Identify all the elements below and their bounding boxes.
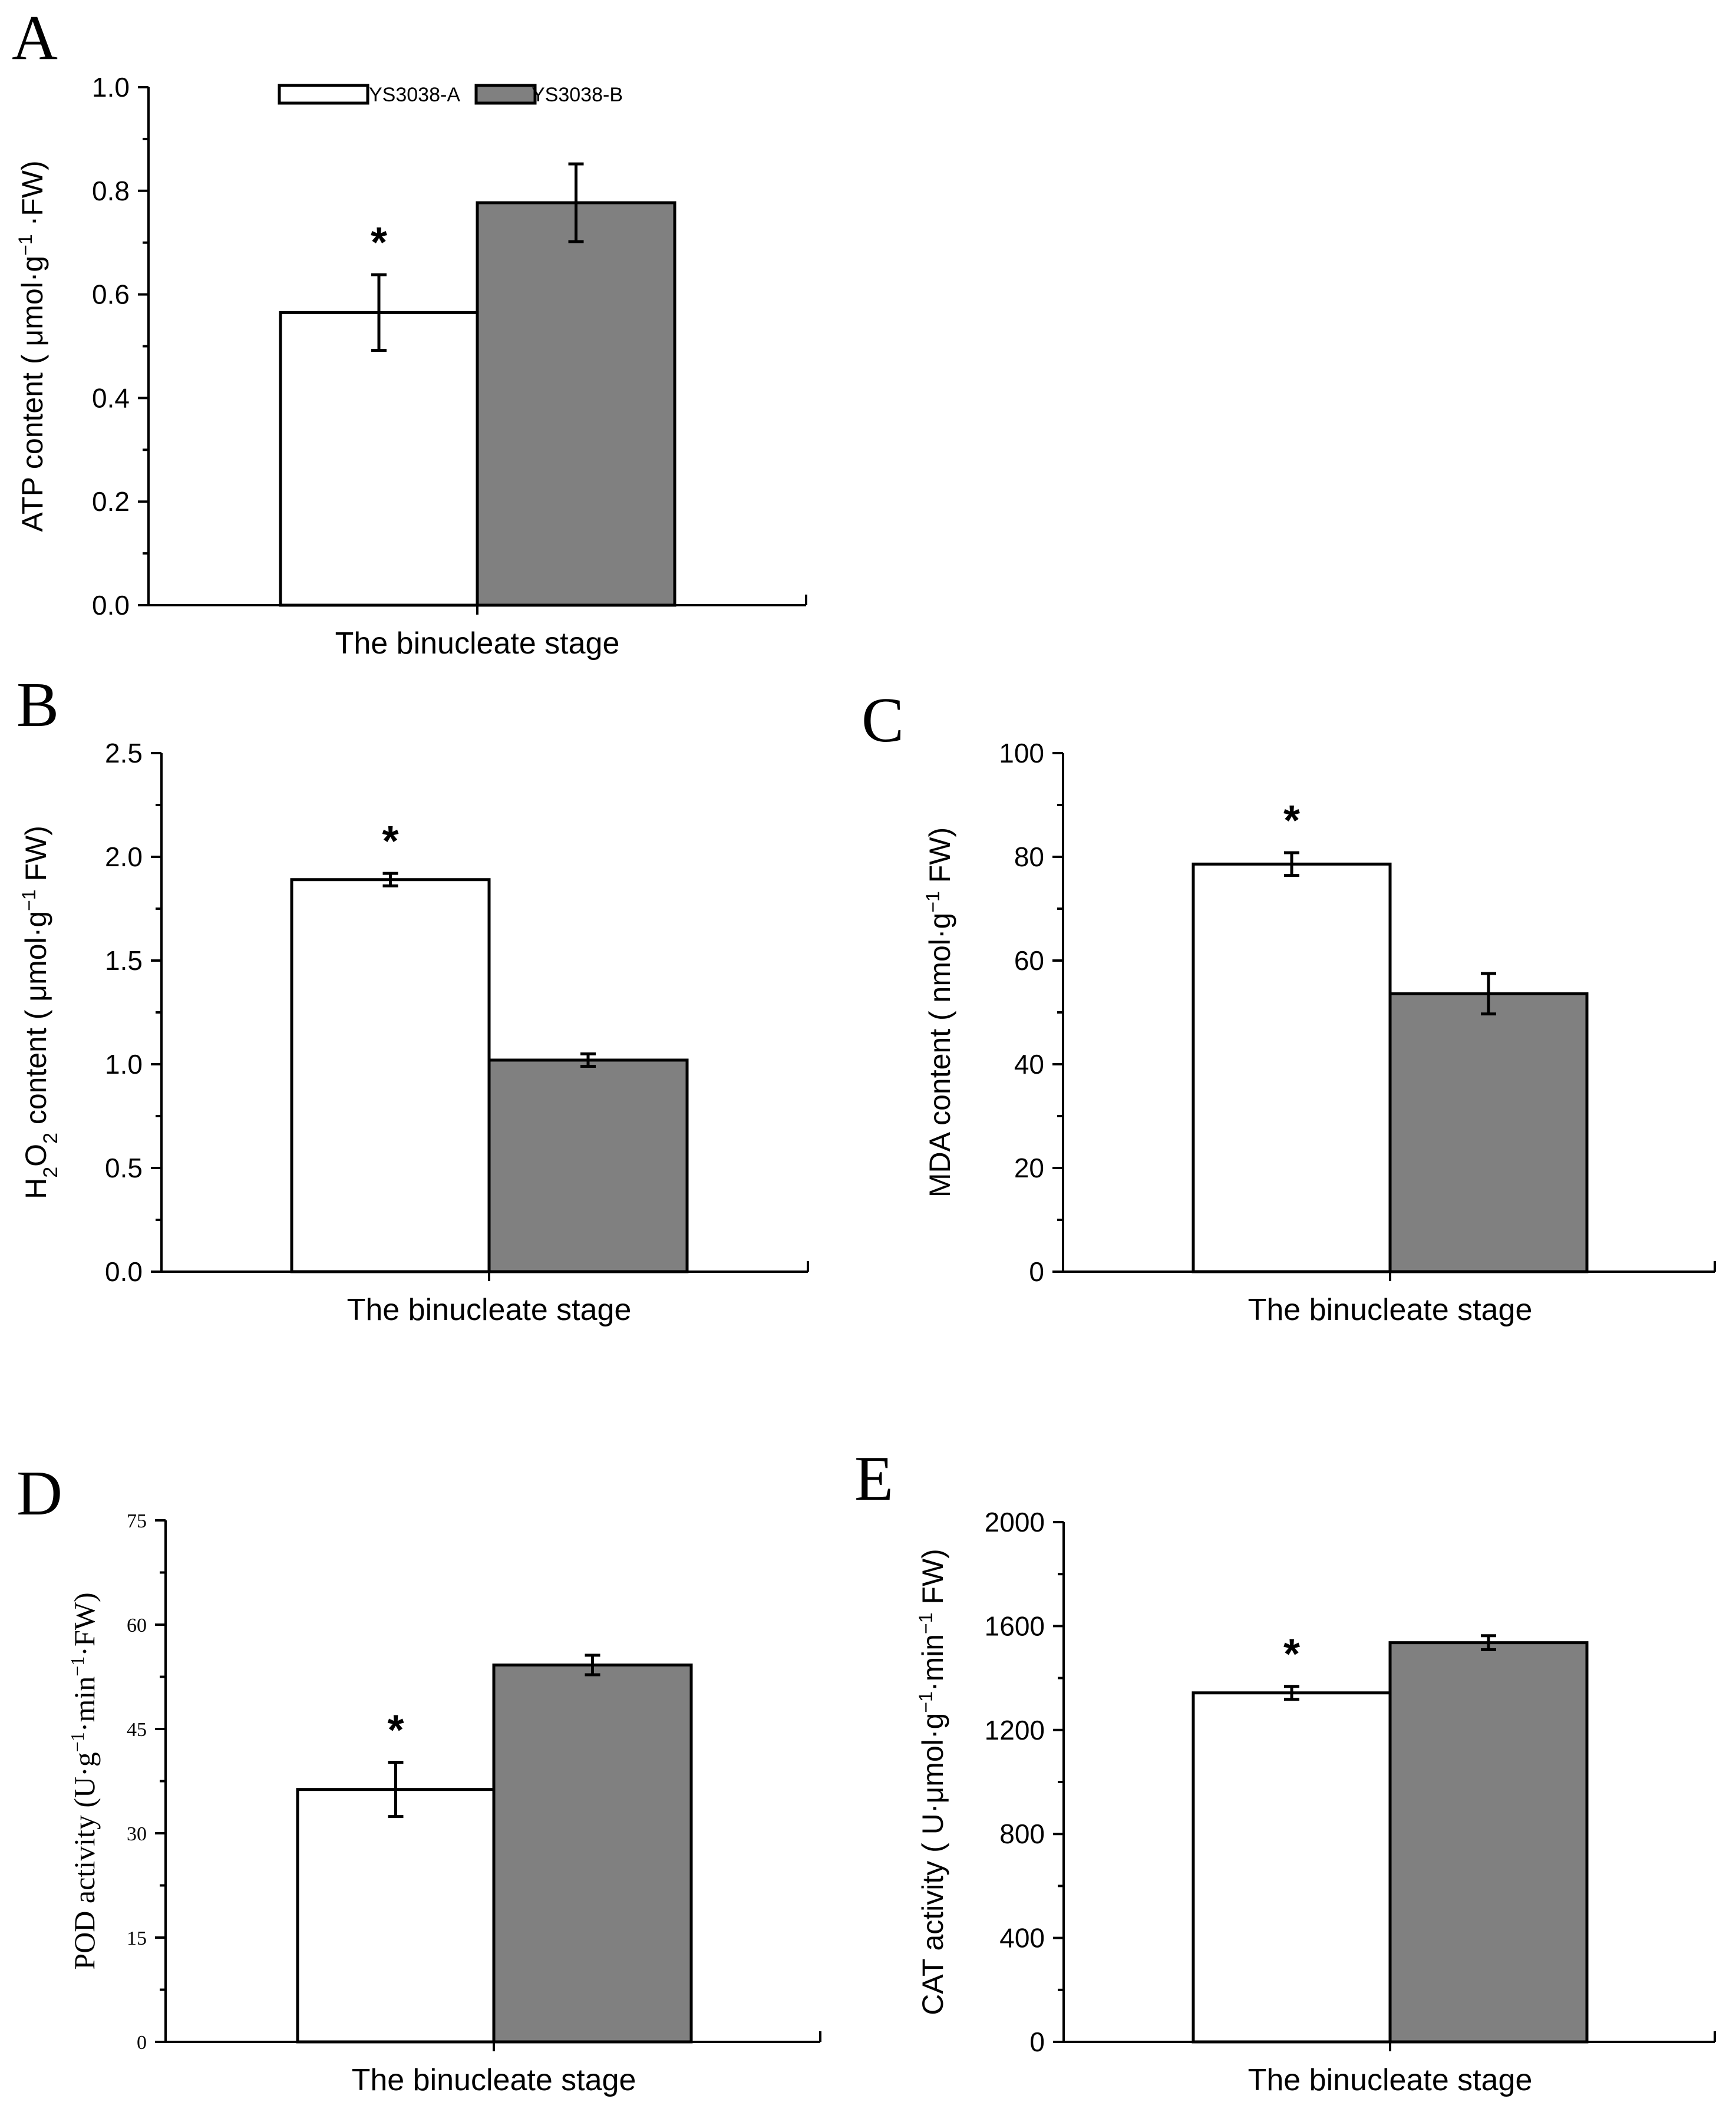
panel-d: D * 0 15 30 45 60 75 The binucleate stage POD act… — [16, 1458, 821, 2097]
panel-b-bar-b — [487, 1058, 689, 1273]
legend-label-b: YS3038-B — [532, 84, 623, 106]
panel-e-significance-star: * — [1283, 1631, 1300, 1678]
panel-b-y-tick-label: 1.5 — [105, 945, 143, 976]
panel-b-axes — [151, 752, 809, 1281]
panel-d-y-tick-label: 15 — [127, 1928, 147, 1949]
panel-a-errorbar-b — [568, 162, 584, 243]
panel-a-letter: A — [12, 3, 58, 73]
panel-b-y-tick-label: 2.5 — [105, 738, 143, 768]
panel-a-bar-b — [476, 201, 676, 607]
panel-a-axes — [138, 86, 807, 615]
panel-c-x-axis-title: The binucleate stage — [1248, 1293, 1533, 1327]
panel-d-significance-star: * — [387, 1707, 404, 1754]
panel-d-bar-a — [296, 1788, 496, 2044]
panel-b-y-tick-label: 1.0 — [105, 1049, 143, 1080]
panel-b-errorbar-a — [382, 872, 398, 887]
panel-a-y-tick-label: 0.4 — [92, 382, 130, 413]
panel-b-letter: B — [16, 670, 59, 740]
panel-b-x-axis-title: The binucleate stage — [347, 1293, 632, 1327]
panel-e-y-tick-label: 400 — [999, 1923, 1045, 1953]
panel-c-significance-star: * — [1283, 797, 1300, 844]
panel-c-y-tick-label: 80 — [1014, 842, 1044, 872]
panel-e: E * 0 400 800 1200 1600 2000 The binucleate stag… — [854, 1444, 1716, 2097]
legend-swatch-b — [474, 84, 537, 105]
panel-e-bar-a — [1192, 1691, 1392, 2044]
panel-d-y-tick-label: 30 — [127, 1823, 147, 1845]
panel-c-letter: C — [862, 685, 904, 755]
panel-e-x-axis-title: The binucleate stage — [1248, 2063, 1533, 2097]
legend-swatch-a — [278, 84, 369, 105]
legend-label-a: YS3038-A — [369, 84, 460, 106]
panel-a-y-tick-label: 0.2 — [92, 486, 130, 517]
panel-c-axes — [1052, 752, 1716, 1281]
panels: A * 0.0 0.2 0.4 0.6 0.8 1.0 The binucleate stage… — [12, 3, 1716, 2097]
panel-b-bar-a — [290, 878, 491, 1273]
panel-d-y-tick-label: 60 — [127, 1615, 147, 1636]
panel-e-y-tick-label: 1200 — [985, 1715, 1045, 1745]
panel-a-errorbar-a — [371, 273, 387, 352]
panel-d-errorbar-b — [585, 1654, 600, 1677]
panel-c-y-tick-label: 0 — [1029, 1256, 1044, 1287]
panel-b-y-tick-label: 0.0 — [105, 1256, 143, 1287]
panel-d-errorbar-a — [388, 1761, 404, 1819]
panel-b-significance-star: * — [382, 818, 398, 865]
panel-e-bar-b — [1388, 1641, 1589, 2044]
panel-e-y-tick-label: 0 — [1029, 2027, 1045, 2057]
panel-e-y-tick-label: 800 — [999, 1819, 1045, 1849]
panel-e-y-tick-label: 2000 — [985, 1507, 1045, 1537]
panel-d-axes — [155, 1519, 821, 2051]
panel-d-bar-b — [492, 1663, 693, 2044]
panel-c-errorbar-b — [1481, 972, 1496, 1016]
panel-e-y-tick-label: 1600 — [985, 1611, 1045, 1641]
panel-c-bar-a — [1192, 862, 1392, 1273]
panel-b-y-tick-label: 2.0 — [105, 842, 143, 872]
panel-e-errorbar-b — [1481, 1634, 1496, 1652]
panel-c-y-tick-label: 20 — [1014, 1153, 1044, 1183]
panel-a-significance-star: * — [371, 219, 387, 266]
panel-e-axes — [1053, 1521, 1716, 2051]
panel-b-y-axis-title: H2O2 content ( μmol·g−1 FW) — [18, 826, 62, 1199]
panel-c: C * 0 20 40 60 80 100 The binucleate stage MDA co… — [862, 685, 1716, 1327]
panel-e-y-axis-title: CAT activity ( U·μmol·g−1·min−1 FW) — [915, 1549, 949, 2015]
panel-d-y-axis-title: POD activity (U·g−1·min−1·FW) — [67, 1592, 101, 1969]
legend: YS3038-A YS3038-B — [278, 84, 623, 106]
panel-c-errorbar-a — [1284, 851, 1299, 877]
panel-a-y-axis-title: ATP content ( μmol·g−1 ·FW) — [15, 160, 49, 532]
panel-d-x-axis-title: The binucleate stage — [352, 2063, 636, 2097]
panel-a-y-tick-label: 1.0 — [92, 72, 130, 103]
panel-d-y-tick-label: 75 — [127, 1510, 147, 1532]
panel-c-y-tick-label: 60 — [1014, 945, 1044, 976]
panel-b: B * 0.0 0.5 1.0 1.5 2.0 2.5 The binucleate stage… — [16, 670, 809, 1327]
panel-a-bar-a — [279, 311, 479, 607]
panel-c-bar-b — [1388, 992, 1589, 1273]
panel-d-y-tick-label: 45 — [127, 1719, 147, 1741]
panel-b-y-tick-label: 0.5 — [105, 1153, 143, 1183]
panel-a-x-axis-title: The binucleate stage — [335, 626, 620, 661]
panel-a-y-tick-label: 0.6 — [92, 279, 130, 310]
panel-c-y-axis-title: MDA content ( nmol·g−1 FW) — [922, 827, 956, 1197]
panel-a-y-tick-label: 0.8 — [92, 176, 130, 206]
panel-c-y-tick-label: 40 — [1014, 1049, 1044, 1080]
panel-a: A * 0.0 0.2 0.4 0.6 0.8 1.0 The binucleate stage… — [12, 3, 807, 661]
panel-a-y-tick-label: 0.0 — [92, 590, 130, 621]
panel-b-errorbar-b — [580, 1052, 596, 1068]
panel-e-letter: E — [854, 1444, 893, 1514]
panel-e-errorbar-a — [1284, 1685, 1299, 1701]
panel-d-y-tick-label: 0 — [137, 2032, 147, 2054]
panel-d-letter: D — [16, 1458, 62, 1529]
panel-c-y-tick-label: 100 — [999, 738, 1044, 768]
